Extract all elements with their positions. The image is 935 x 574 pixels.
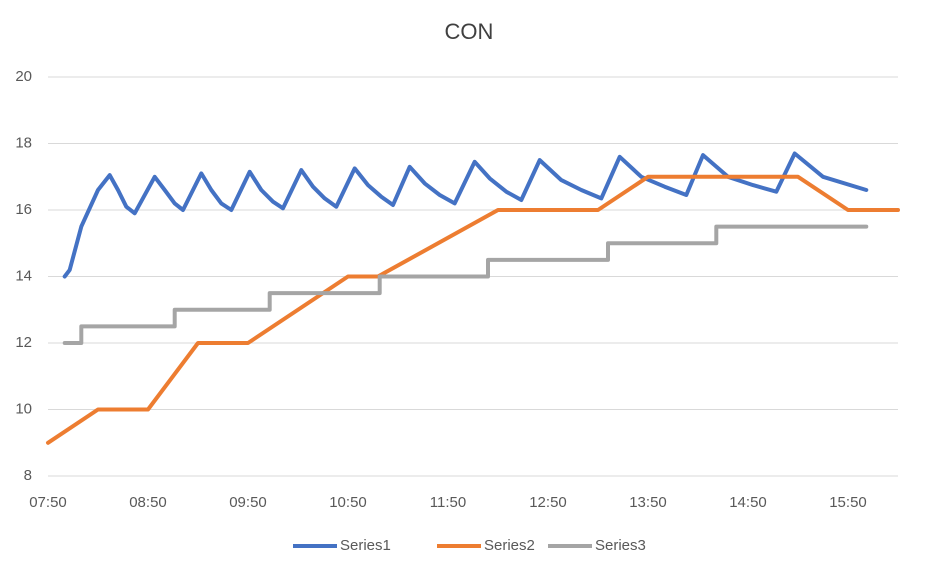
x-tick-label: 07:50	[29, 494, 67, 511]
legend-label: Series3	[595, 537, 646, 554]
x-tick-label: 10:50	[329, 494, 367, 511]
series-line	[62, 224, 869, 345]
legend-label: Series2	[484, 537, 535, 554]
x-tick-label: 13:50	[629, 494, 667, 511]
x-tick-label: 15:50	[829, 494, 867, 511]
y-tick-label: 14	[15, 267, 32, 284]
y-tick-label: 12	[15, 334, 32, 351]
y-tick-label: 20	[15, 68, 32, 85]
x-tick-label: 12:50	[529, 494, 567, 511]
legend-label: Series1	[340, 537, 391, 554]
x-tick-label: 11:50	[430, 494, 466, 511]
y-tick-label: 10	[15, 400, 32, 417]
y-tick-label: 8	[24, 467, 32, 484]
chart-title: CON	[445, 19, 494, 44]
x-tick-label: 09:50	[229, 494, 267, 511]
y-tick-label: 18	[15, 134, 32, 151]
x-tick-label: 08:50	[129, 494, 167, 511]
series-line	[62, 151, 869, 279]
x-tick-label: 14:50	[729, 494, 767, 511]
y-tick-label: 16	[15, 201, 32, 218]
